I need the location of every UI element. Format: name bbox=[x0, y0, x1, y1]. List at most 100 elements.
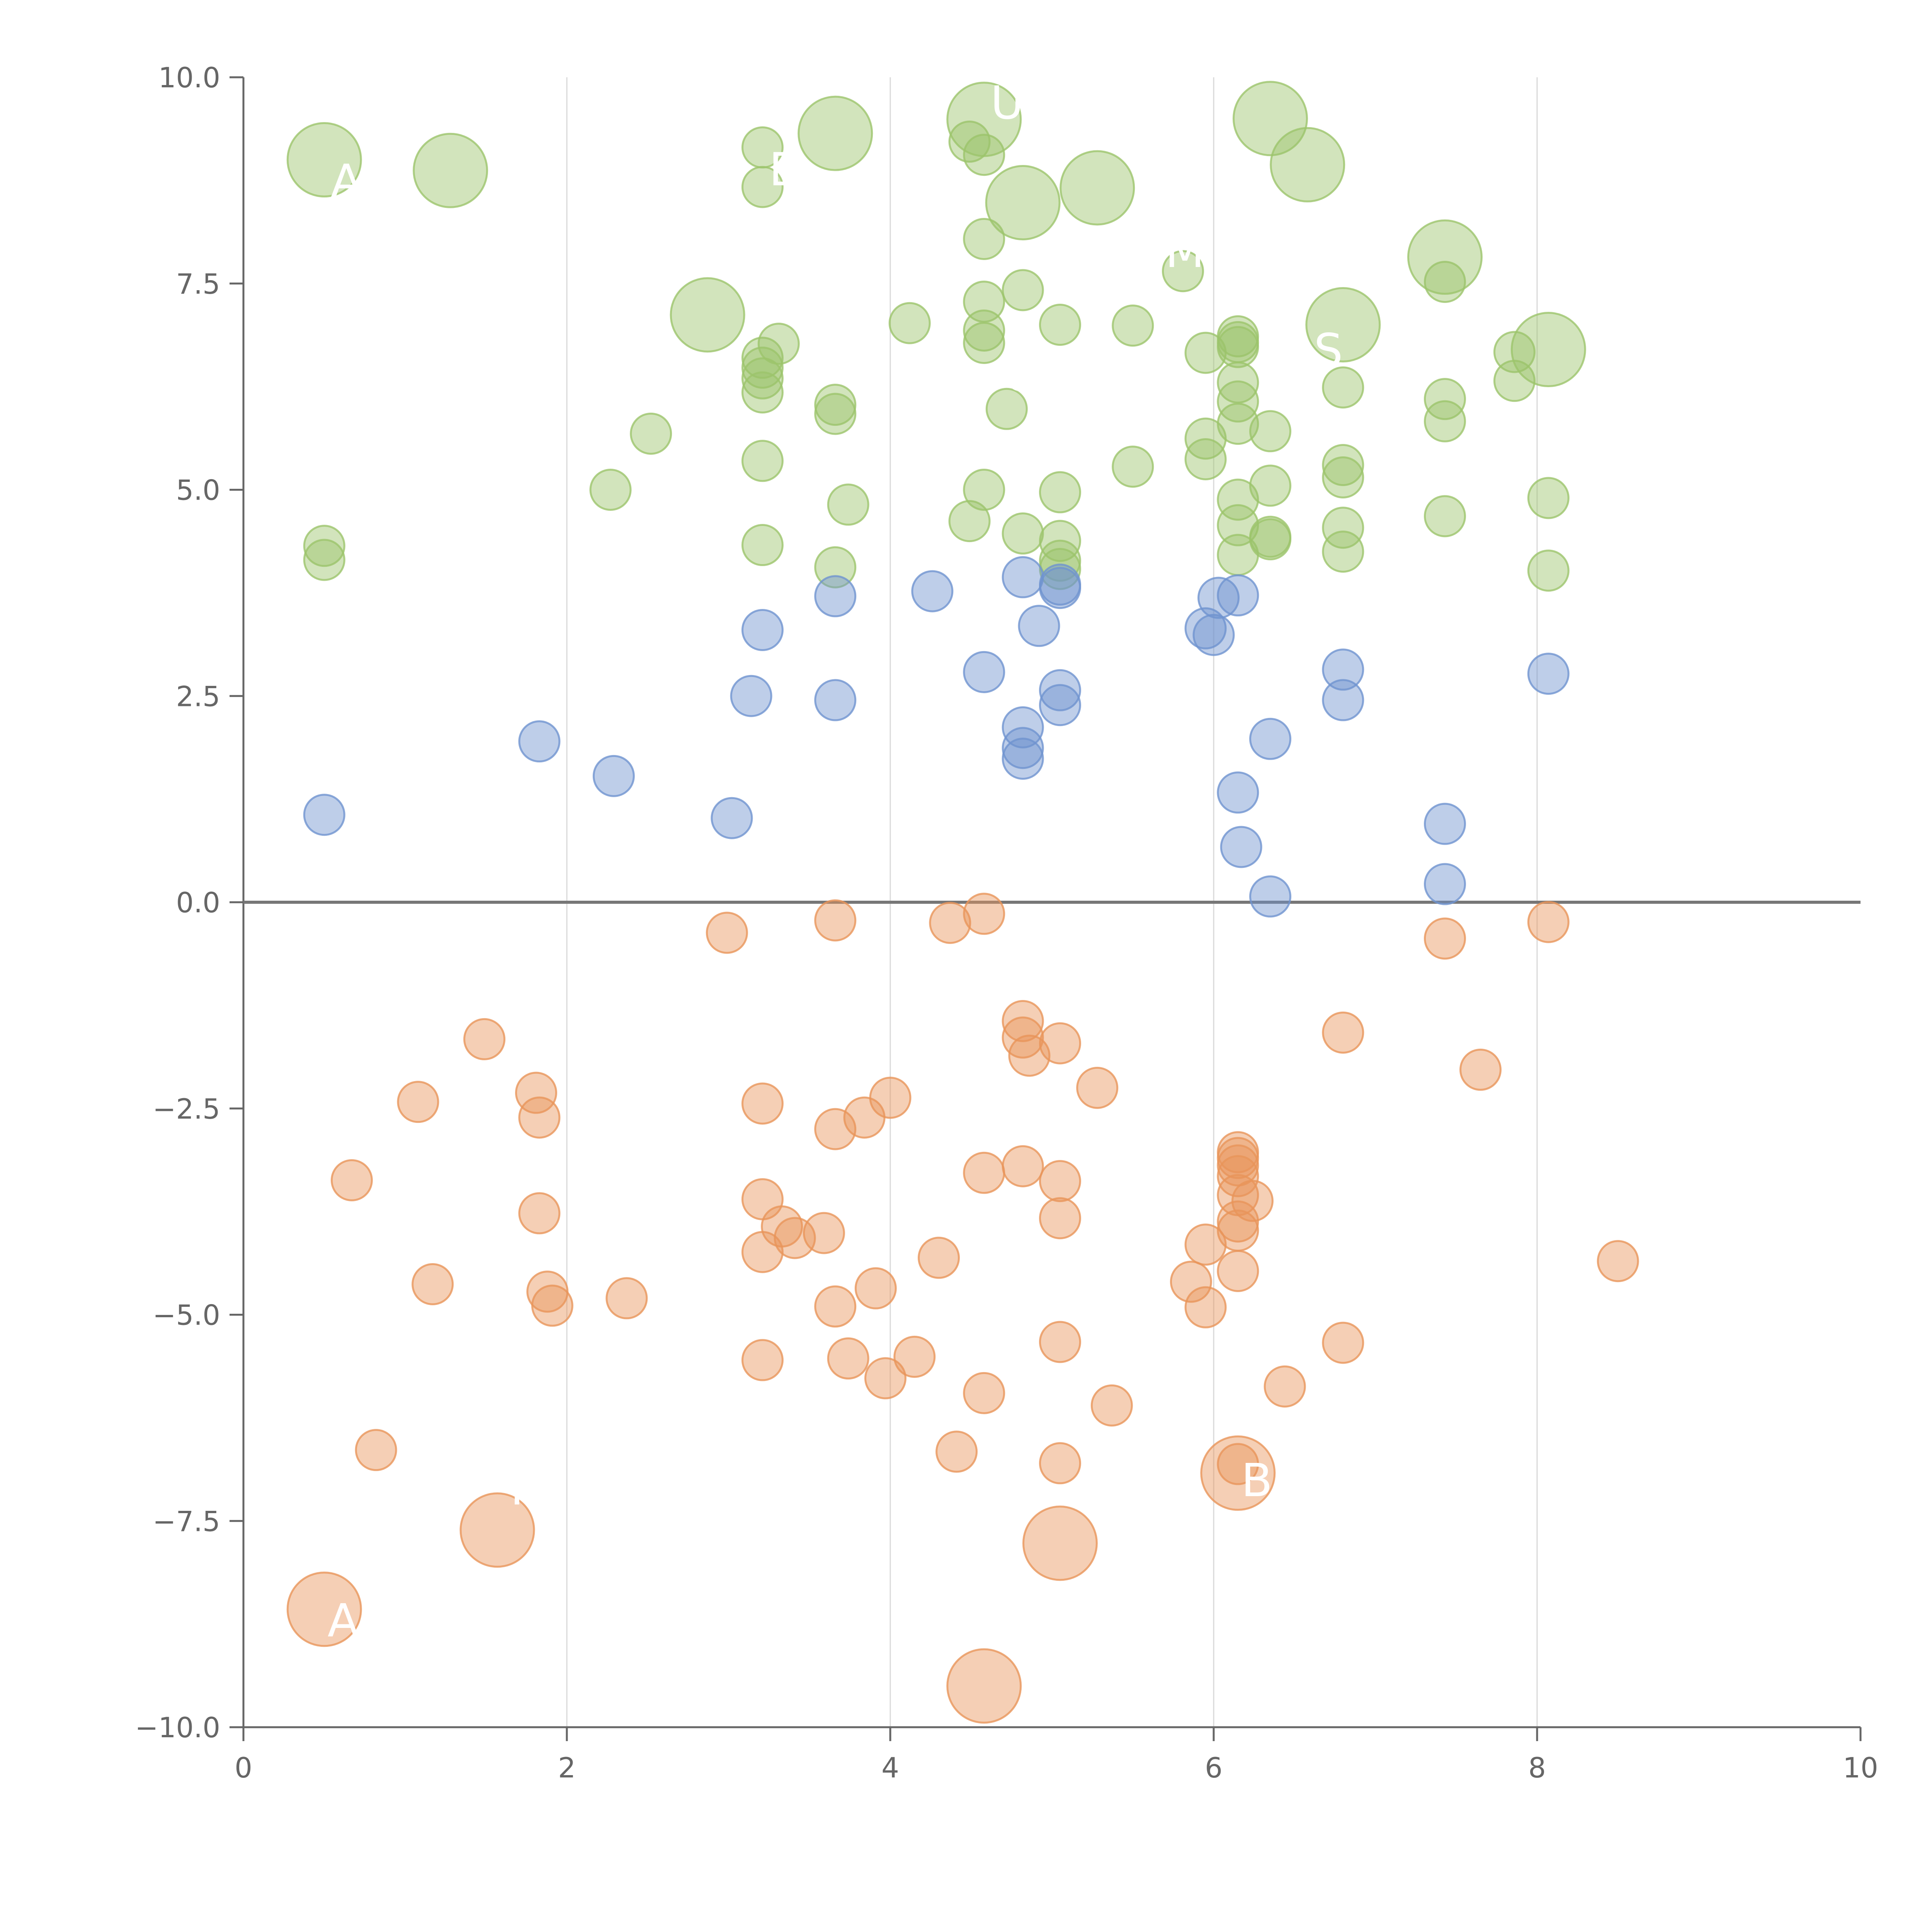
data-point-orange bbox=[1039, 1442, 1081, 1485]
data-point-green bbox=[1232, 81, 1308, 156]
data-point-orange bbox=[946, 1648, 1022, 1724]
data-point-green bbox=[1270, 127, 1345, 202]
data-point-orange bbox=[963, 1372, 1005, 1414]
y-tick-label: −2.5 bbox=[153, 1093, 220, 1125]
annotation-label: M bbox=[1165, 224, 1204, 278]
data-point-green bbox=[741, 371, 784, 414]
x-tick-label: 6 bbox=[1205, 1752, 1223, 1784]
data-point-orange bbox=[1076, 1066, 1119, 1109]
data-point-blue bbox=[814, 575, 857, 617]
data-point-green bbox=[1249, 518, 1291, 561]
data-point-green bbox=[985, 388, 1028, 430]
data-point-blue bbox=[1220, 826, 1262, 868]
data-point-orange bbox=[355, 1429, 397, 1471]
annotation-label: S bbox=[1314, 323, 1343, 377]
data-point-blue bbox=[911, 570, 954, 612]
data-point-blue bbox=[1249, 875, 1291, 918]
data-point-orange bbox=[463, 1018, 506, 1060]
x-tick-label: 4 bbox=[881, 1752, 899, 1784]
data-point-orange bbox=[741, 1339, 784, 1381]
data-point-green bbox=[1039, 548, 1081, 590]
data-point-orange bbox=[1217, 1155, 1259, 1197]
data-point-orange bbox=[330, 1159, 373, 1201]
data-point-orange bbox=[286, 1571, 362, 1647]
data-point-green bbox=[963, 281, 1005, 323]
data-point-green bbox=[1217, 504, 1259, 546]
y-tick-label: 7.5 bbox=[176, 268, 220, 300]
data-point-blue bbox=[1039, 684, 1081, 726]
data-point-green bbox=[1322, 456, 1364, 498]
data-point-orange bbox=[814, 1108, 857, 1150]
data-point-green bbox=[741, 524, 784, 566]
data-point-green bbox=[1322, 507, 1364, 549]
data-point-blue bbox=[1018, 605, 1060, 647]
data-point-green bbox=[413, 133, 488, 208]
data-point-green bbox=[1249, 410, 1291, 452]
data-point-orange bbox=[869, 1077, 912, 1119]
data-point-blue bbox=[1423, 863, 1466, 905]
x-tick-label: 2 bbox=[558, 1752, 576, 1784]
data-point-green bbox=[1162, 250, 1204, 293]
y-tick-label: 5.0 bbox=[176, 474, 220, 507]
data-point-blue bbox=[1322, 679, 1364, 721]
data-point-green bbox=[948, 500, 991, 543]
data-point-green bbox=[757, 323, 800, 365]
data-point-green bbox=[1112, 446, 1154, 488]
data-point-blue bbox=[1002, 727, 1044, 769]
data-point-blue bbox=[1527, 653, 1570, 695]
data-point-orange bbox=[935, 1430, 978, 1473]
data-point-green bbox=[1527, 549, 1570, 592]
x-tick-label: 8 bbox=[1528, 1752, 1546, 1784]
data-point-green bbox=[1217, 326, 1259, 368]
data-point-green bbox=[1217, 403, 1259, 445]
data-point-green bbox=[1322, 531, 1364, 573]
data-point-blue bbox=[963, 651, 1005, 693]
data-point-green bbox=[1184, 438, 1227, 481]
data-point-green bbox=[1039, 304, 1081, 346]
x-tick-label: 0 bbox=[235, 1752, 252, 1784]
data-point-orange bbox=[963, 893, 1005, 935]
data-point-green bbox=[1407, 219, 1483, 295]
data-point-orange bbox=[1022, 1505, 1098, 1581]
data-point-green bbox=[946, 82, 1022, 157]
data-point-green bbox=[741, 166, 784, 208]
data-point-green bbox=[303, 539, 345, 581]
data-point-green bbox=[963, 218, 1005, 260]
data-point-orange bbox=[605, 1277, 648, 1320]
data-point-blue bbox=[1217, 771, 1259, 814]
data-point-orange bbox=[741, 1082, 784, 1125]
data-point-green bbox=[1493, 331, 1536, 373]
data-point-orange bbox=[814, 1285, 857, 1328]
data-point-green bbox=[1249, 464, 1291, 507]
data-point-green bbox=[741, 347, 784, 389]
annotation-label: C bbox=[721, 224, 752, 278]
data-point-green bbox=[1510, 312, 1586, 388]
data-point-orange bbox=[1423, 917, 1466, 960]
data-point-orange bbox=[929, 901, 971, 944]
data-point-blue bbox=[1192, 614, 1235, 656]
data-point-green bbox=[670, 277, 745, 353]
data-point-blue bbox=[1002, 556, 1044, 599]
data-point-orange bbox=[963, 1151, 1005, 1194]
data-point-green bbox=[963, 321, 1005, 364]
annotation-label: A bbox=[331, 155, 362, 208]
data-point-green bbox=[814, 393, 857, 435]
data-point-orange bbox=[1459, 1048, 1502, 1091]
data-point-orange bbox=[1039, 1321, 1081, 1363]
data-point-green bbox=[1527, 477, 1570, 519]
data-point-green bbox=[1217, 380, 1259, 423]
annotation-label: C bbox=[1003, 348, 1035, 401]
data-point-orange bbox=[1184, 1286, 1227, 1328]
data-point-orange bbox=[1200, 1435, 1276, 1511]
data-point-blue bbox=[1322, 648, 1364, 691]
data-point-orange bbox=[1217, 1144, 1259, 1187]
data-point-green bbox=[1423, 378, 1466, 420]
x-tick-label: 10 bbox=[1843, 1752, 1878, 1784]
data-point-green bbox=[1423, 400, 1466, 442]
data-point-blue bbox=[730, 675, 772, 717]
y-tick-label: 0.0 bbox=[176, 886, 220, 919]
data-point-blue bbox=[1002, 738, 1044, 780]
annotation-label: C bbox=[1230, 167, 1262, 220]
data-point-orange bbox=[1002, 1000, 1044, 1042]
